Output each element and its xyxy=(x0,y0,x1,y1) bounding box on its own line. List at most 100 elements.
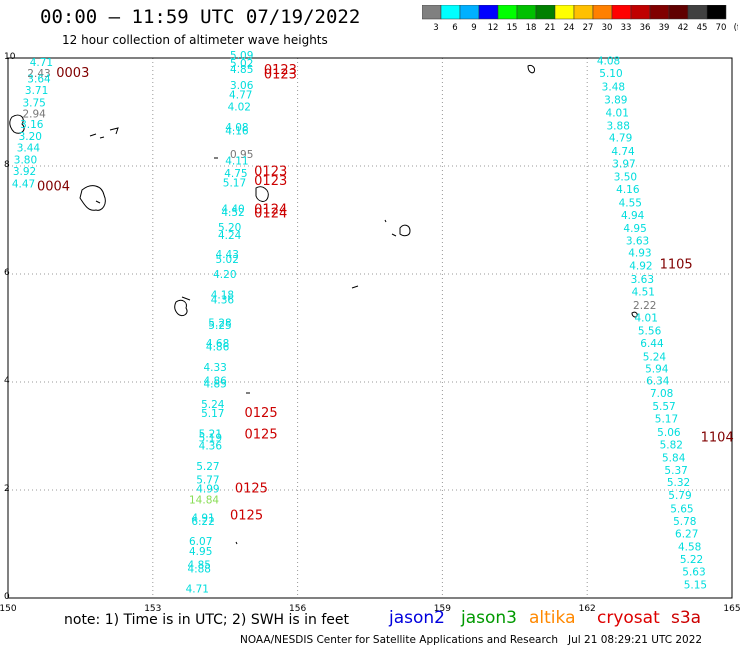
wave-height-label: 5.19 xyxy=(199,432,222,444)
footer-note: note: 1) Time is in UTC; 2) SWH is in fe… xyxy=(64,612,350,628)
y-tick-label: 6 xyxy=(4,268,10,278)
wave-height-label: 4.92 xyxy=(629,261,652,273)
wave-height-label: 5.37 xyxy=(664,465,687,477)
wave-height-label: 4.71 xyxy=(186,584,209,596)
track-time-label: 1105 xyxy=(660,258,693,273)
legend-label: 36 xyxy=(640,23,651,33)
wave-height-label: 4.51 xyxy=(632,287,655,299)
wave-height-label: 3.16 xyxy=(20,119,44,131)
x-tick-label: 156 xyxy=(289,604,306,614)
wave-height-label: 4.43 xyxy=(216,249,239,261)
wave-height-label: 4.33 xyxy=(203,362,226,374)
wave-height-label: 6.27 xyxy=(675,529,698,541)
wave-height-label: 5.22 xyxy=(680,554,703,566)
satellite-jason3: jason3 xyxy=(461,608,517,628)
satellite-cryosat: cryosat xyxy=(597,608,660,628)
legend-swatch xyxy=(687,5,708,20)
wave-height-label: 3.88 xyxy=(607,120,630,132)
wave-height-label: 3.50 xyxy=(614,172,637,184)
island-outline xyxy=(631,311,638,318)
legend-label: 30 xyxy=(602,23,613,33)
x-tick-label: 150 xyxy=(0,604,17,614)
wave-height-label: 3.06 xyxy=(230,80,254,92)
wave-height-label: 5.32 xyxy=(667,477,690,489)
wave-height-label: 5.10 xyxy=(599,68,622,80)
wave-height-label: 4.95 xyxy=(189,546,212,558)
legend-swatch xyxy=(668,5,689,20)
track-time-label: 0123 xyxy=(264,63,297,78)
wave-height-label: 5.57 xyxy=(652,401,675,413)
y-tick-label: 0 xyxy=(4,592,10,602)
wave-height-label: 6.07 xyxy=(189,536,212,548)
wave-height-label: 4.74 xyxy=(611,146,635,158)
track-time-label: 0123 xyxy=(254,174,287,189)
wave-height-label: 4.08 xyxy=(225,122,248,134)
wave-height-label: 3.63 xyxy=(631,274,654,286)
wave-height-label: 4.01 xyxy=(635,313,658,325)
legend-swatch xyxy=(573,5,594,20)
legend-label: 70 xyxy=(716,23,727,33)
wave-height-label: 4.91 xyxy=(191,512,214,524)
wave-height-label: 4.16 xyxy=(225,126,249,138)
legend-swatch xyxy=(611,5,632,20)
x-tick-label: 159 xyxy=(434,604,451,614)
legend-swatch xyxy=(592,5,613,20)
wave-height-label: 4.75 xyxy=(224,168,247,180)
wave-height-label: 4.85 xyxy=(188,559,211,571)
legend-swatch xyxy=(649,5,670,20)
legend-swatch xyxy=(422,5,442,20)
wave-height-label: 5.79 xyxy=(668,490,691,502)
wave-height-label: 4.02 xyxy=(228,101,251,113)
satellite-jason2: jason2 xyxy=(389,608,445,628)
island-outline xyxy=(174,299,188,317)
satellite-altika: altika xyxy=(529,608,576,628)
island-outline xyxy=(399,224,411,237)
wave-height-label: 2.43 xyxy=(27,68,50,80)
wave-height-label: 14.84 xyxy=(189,495,219,507)
wave-height-label: 4.86 xyxy=(203,376,227,388)
legend-swatch xyxy=(459,5,480,20)
map-grid xyxy=(8,58,732,598)
wave-height-label: 5.02 xyxy=(230,58,253,70)
legend-label: 39 xyxy=(659,23,670,33)
wave-height-label: 4.93 xyxy=(628,248,651,260)
wave-height-label: 4.40 xyxy=(221,203,244,215)
wave-height-label: 3.92 xyxy=(13,166,36,178)
legend-label: 9 xyxy=(471,23,476,33)
track-time-label: 0124 xyxy=(254,206,287,221)
satellite-s3a: s3a xyxy=(671,608,702,628)
wave-height-label: 3.75 xyxy=(22,98,45,110)
legend-swatch xyxy=(630,5,651,20)
wave-height-label: 5.21 xyxy=(199,429,222,441)
page-subtitle: 12 hour collection of altimeter wave hei… xyxy=(62,33,328,47)
track-labels: 0003000401230123012301230124012401250125… xyxy=(37,63,734,524)
wave-height-label: 5.09 xyxy=(230,50,253,62)
wave-height-label: 3.44 xyxy=(17,142,41,154)
wave-height-label: 5.77 xyxy=(196,475,219,487)
track-time-label: 0125 xyxy=(235,482,268,497)
wave-height-label: 4.36 xyxy=(211,295,235,307)
legend-label: 45 xyxy=(697,23,708,33)
x-tick-label: 153 xyxy=(144,604,161,614)
island-outline xyxy=(79,185,106,211)
legend-swatch xyxy=(554,5,575,20)
y-tick-label: 4 xyxy=(4,376,10,386)
wave-height-label: 5.24 xyxy=(201,399,225,411)
legend-label: 6 xyxy=(452,23,457,33)
wave-height-label: 4.16 xyxy=(616,184,640,196)
y-tick-label: 8 xyxy=(4,160,10,170)
wave-height-label: 5.65 xyxy=(670,504,693,516)
wave-height-label: 4.79 xyxy=(609,133,632,145)
wave-height-label: 3.71 xyxy=(25,85,48,97)
legend-swatch xyxy=(535,5,556,20)
wave-height-label: 5.20 xyxy=(218,222,241,234)
track-time-label: 0124 xyxy=(254,203,287,218)
wave-height-label: 4.88 xyxy=(188,564,211,576)
legend-label: 42 xyxy=(678,23,689,33)
wave-height-label: 6.34 xyxy=(646,376,670,388)
wave-height-label: 0.95 xyxy=(230,149,253,161)
legend-label: 24 xyxy=(564,23,575,33)
wave-height-label: 4.68 xyxy=(206,338,229,350)
wave-height-label: 5.28 xyxy=(208,317,231,329)
